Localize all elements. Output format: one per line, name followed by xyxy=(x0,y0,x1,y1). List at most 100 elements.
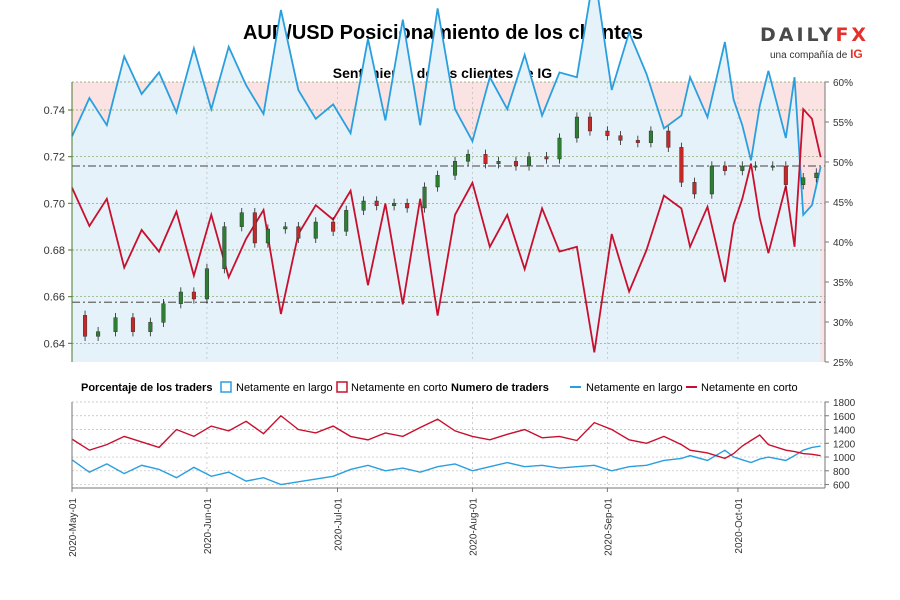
candle xyxy=(422,186,427,209)
x-tick-label: 2020-Jun-01 xyxy=(203,498,214,555)
candle xyxy=(222,226,227,269)
candle xyxy=(130,317,135,332)
y2-tick-label: 35% xyxy=(833,278,853,289)
traders-lines xyxy=(71,414,821,486)
legend-pct-long: Netamente en largo xyxy=(236,382,333,394)
sentiment-lines xyxy=(71,0,822,353)
candle xyxy=(483,154,488,164)
y-tick-label: 0.74 xyxy=(44,105,65,117)
date-axis: 2020-May-01 2020-Jun-01 2020-Jul-01 2020-Au… xyxy=(68,488,745,557)
candle xyxy=(178,291,183,304)
x-tick-label: 2020-Jul-01 xyxy=(334,498,345,551)
candle xyxy=(161,303,166,323)
y2-tick-label: 30% xyxy=(833,318,853,329)
candle xyxy=(252,212,257,244)
candle xyxy=(635,140,640,143)
long-pct-line xyxy=(71,0,822,217)
candle xyxy=(722,165,727,171)
y2-tick-label: 45% xyxy=(833,198,853,209)
chart-title: AUD/USD Posicionamiento de los clientes xyxy=(242,22,644,44)
x-tick-label: 2020-Oct-01 xyxy=(734,498,745,554)
legend-pct-short-swatch xyxy=(336,381,348,393)
brand-fx: FX xyxy=(835,24,870,46)
candle xyxy=(392,203,397,206)
candle xyxy=(801,177,806,185)
y2-tick-label: 25% xyxy=(833,358,853,369)
legend-num-long: Netamente en largo xyxy=(586,382,683,394)
brand-daily: DAILY xyxy=(760,24,836,46)
reference-levels xyxy=(72,165,825,303)
main-axes: 0.74 0.72 0.70 0.68 0.66 0.64 60% 55% 50% 45% 40% 3… xyxy=(44,78,854,369)
candle xyxy=(435,175,440,188)
candle xyxy=(814,172,819,178)
candle xyxy=(692,182,697,195)
long-area xyxy=(72,0,821,362)
legend-pct-long-swatch xyxy=(220,381,232,393)
brand-tagline: una compañía de IG xyxy=(770,47,863,61)
legend-pct-short: Netamente en corto xyxy=(351,382,448,394)
candle xyxy=(405,203,410,209)
candle xyxy=(148,322,153,332)
lower-tick-label: 1600 xyxy=(833,412,856,423)
y2-tick-label: 40% xyxy=(833,238,853,249)
candle xyxy=(527,156,532,167)
candle xyxy=(770,165,775,168)
short-traders-line xyxy=(71,414,821,460)
legend-num-title: Numero de traders xyxy=(451,382,549,394)
short-pct-line xyxy=(71,107,822,353)
lower-tick-label: 1000 xyxy=(833,453,856,464)
candle xyxy=(83,315,88,337)
candle xyxy=(679,147,684,183)
lower-tick-label: 1800 xyxy=(833,398,856,409)
y-tick-label: 0.70 xyxy=(44,198,65,210)
candle xyxy=(496,161,501,164)
candle xyxy=(331,221,336,232)
ig-logo: IG xyxy=(850,47,863,61)
candle xyxy=(283,226,288,230)
candle xyxy=(466,154,471,162)
legend-num-short: Netamente en corto xyxy=(701,382,798,394)
candle xyxy=(96,331,101,337)
candle xyxy=(783,165,788,185)
candle xyxy=(313,221,318,239)
traders-gridlines xyxy=(71,401,825,488)
brand-tagline-text: una compañía de xyxy=(770,50,848,61)
candle xyxy=(574,116,579,139)
y-tick-label: 0.64 xyxy=(44,338,65,350)
candle xyxy=(587,116,592,132)
candle xyxy=(709,165,714,195)
long-traders-line xyxy=(71,445,821,486)
y-tick-label: 0.68 xyxy=(44,245,65,257)
legend-pct-title: Porcentaje de los traders xyxy=(81,382,212,394)
x-tick-label: 2020-Sep-01 xyxy=(603,498,614,556)
candle xyxy=(513,161,518,167)
y-tick-label: 0.66 xyxy=(44,292,65,304)
candle xyxy=(113,317,118,332)
candle xyxy=(740,165,745,171)
lower-tick-label: 1400 xyxy=(833,426,856,437)
candle xyxy=(191,291,196,300)
candle xyxy=(544,156,549,160)
candle xyxy=(666,130,671,148)
traders-axes: 1800 1600 1400 1200 1000 800 600 xyxy=(71,398,856,492)
candle xyxy=(605,130,610,136)
y-tick-label: 0.72 xyxy=(44,152,65,164)
candle xyxy=(204,268,209,300)
sentiment-background xyxy=(72,0,825,362)
candle xyxy=(265,228,270,244)
y2-tick-label: 55% xyxy=(833,118,853,129)
candle xyxy=(648,130,653,143)
y2-tick-label: 50% xyxy=(833,158,853,169)
candle xyxy=(361,200,366,211)
x-tick-label: 2020-Aug-01 xyxy=(468,498,479,556)
candle xyxy=(557,137,562,160)
x-tick-label: 2020-May-01 xyxy=(68,498,79,557)
candle xyxy=(296,226,301,239)
candle xyxy=(618,135,623,141)
candle xyxy=(374,200,379,206)
lower-tick-label: 600 xyxy=(833,481,850,492)
candle xyxy=(344,210,349,232)
dailyfx-logo: DAILYFX xyxy=(760,24,869,46)
candle xyxy=(453,161,458,176)
